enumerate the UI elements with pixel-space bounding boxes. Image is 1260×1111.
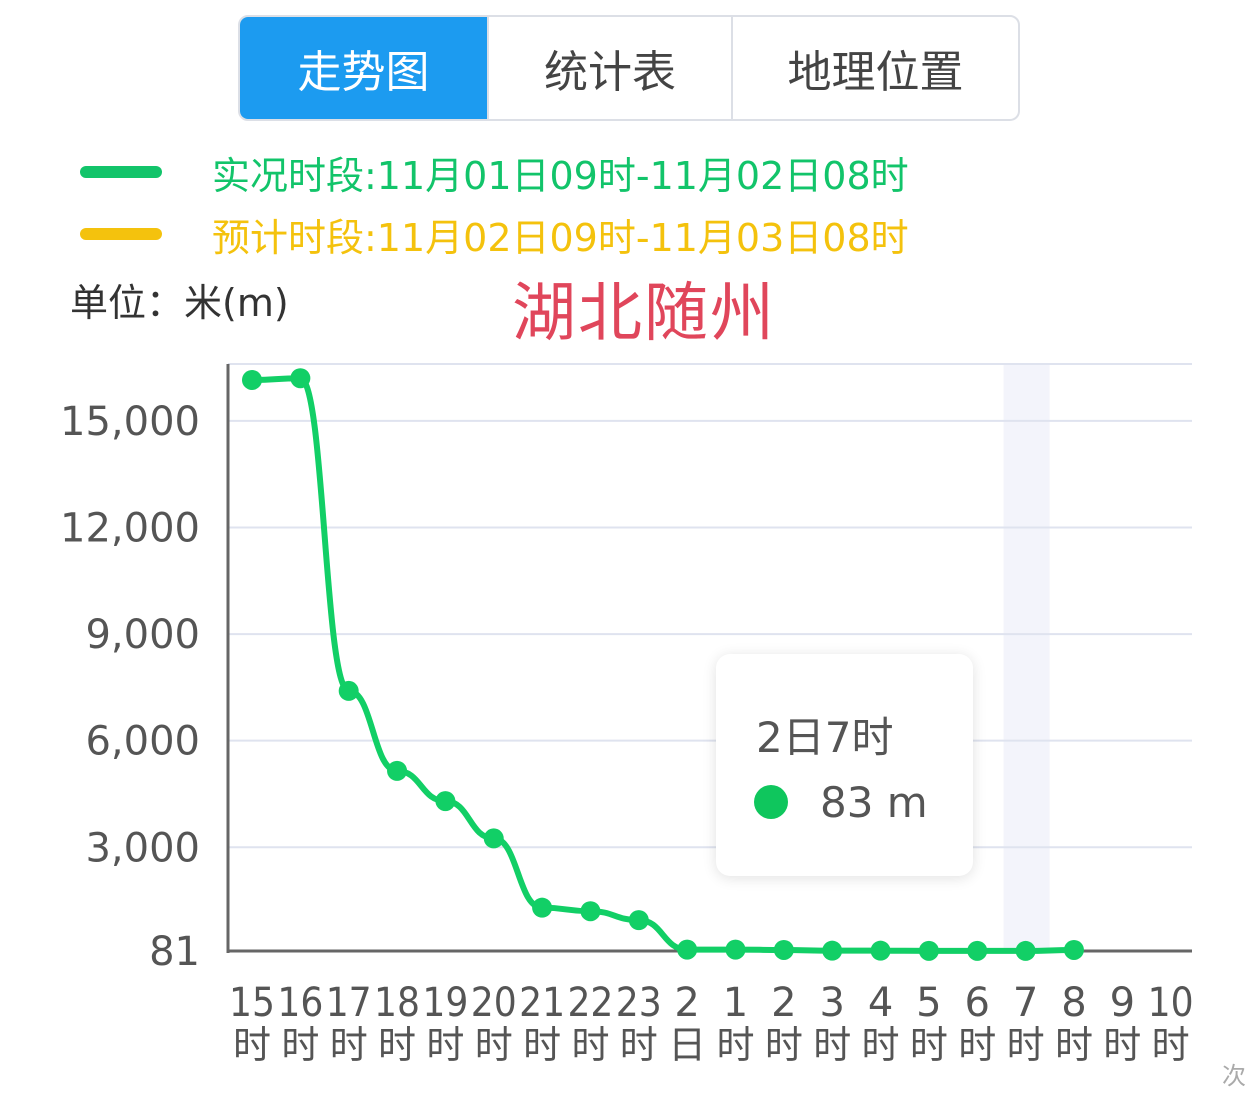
data-point [435, 791, 456, 812]
y-tick-label: 9,000 [85, 612, 200, 658]
x-axis-labels: 15时16时17时18时19时20时21时22时23时2日1时2时3时4时5时6… [229, 980, 1194, 1067]
legend-swatch-forecast [80, 228, 162, 240]
legend-item-forecast: 预计时段:11月02日09时-11月03日08时 [80, 209, 909, 260]
legend-swatch-actual [80, 166, 162, 178]
x-tick-label-unit: 时 [1007, 1023, 1045, 1067]
legend-label-actual: 实况时段:11月01日09时-11月02日08时 [212, 153, 909, 198]
legend-label-forecast: 预计时段:11月02日09时-11月03日08时 [212, 215, 909, 260]
tab-bar: 走势图 统计表 地理位置 [238, 15, 1020, 121]
x-tick-label-unit: 时 [813, 1023, 851, 1067]
corner-text: 次 [1222, 1062, 1246, 1090]
data-point [1015, 940, 1036, 961]
legend-item-actual: 实况时段:11月01日09时-11月02日08时 [80, 147, 909, 198]
x-tick-label-unit: 时 [862, 1023, 900, 1067]
x-tick-label-unit: 日 [668, 1023, 706, 1067]
x-tick-label-unit: 时 [620, 1023, 658, 1067]
x-tick-label: 18 [374, 980, 420, 1026]
x-tick-label-unit: 时 [765, 1023, 803, 1067]
y-tick-label: 15,000 [60, 399, 200, 445]
overlay-title: 湖北随州 [512, 277, 776, 351]
x-tick-label-unit: 时 [1055, 1023, 1093, 1067]
x-tick-label: 16 [277, 980, 323, 1026]
x-tick-label: 2 [674, 980, 699, 1026]
tooltip-title: 2日7时 [756, 713, 894, 762]
x-tick-label: 10 [1148, 980, 1194, 1026]
data-point [725, 939, 746, 960]
data-point [338, 680, 359, 701]
x-tick-label: 15 [229, 980, 275, 1026]
data-point [483, 828, 504, 849]
x-tick-label: 5 [916, 980, 941, 1026]
x-tick-label-unit: 时 [716, 1023, 754, 1067]
data-point [918, 940, 939, 961]
x-tick-label: 23 [616, 980, 662, 1026]
x-tick-label: 2 [771, 980, 796, 1026]
y-tick-label: 12,000 [60, 505, 200, 551]
x-tick-label-unit: 时 [1152, 1023, 1190, 1067]
data-point [387, 760, 408, 781]
data-point [580, 901, 601, 922]
x-tick-label-unit: 时 [330, 1023, 368, 1067]
x-tick-label: 1 [723, 980, 748, 1026]
x-tick-label-unit: 时 [523, 1023, 561, 1067]
x-tick-label: 22 [567, 980, 613, 1026]
x-tick-label-unit: 时 [426, 1023, 464, 1067]
x-tick-label: 7 [1013, 980, 1038, 1026]
x-tick-label: 21 [519, 980, 565, 1026]
tooltip-value: 83 m [820, 778, 928, 827]
y-tick-label: 3,000 [85, 825, 200, 871]
data-point [870, 940, 891, 961]
data-point [1063, 939, 1084, 960]
grid-lines [228, 363, 1192, 849]
x-tick-label-unit: 时 [571, 1023, 609, 1067]
data-points [242, 368, 1084, 961]
data-point [628, 910, 649, 931]
tooltip-dot [754, 785, 788, 819]
tab-statistics[interactable]: 统计表 [487, 17, 731, 119]
tab-location[interactable]: 地理位置 [731, 17, 1018, 119]
data-point [822, 940, 843, 961]
data-point [677, 939, 698, 960]
x-tick-label: 8 [1061, 980, 1086, 1026]
data-point [773, 939, 794, 960]
x-tick-label-unit: 时 [233, 1023, 271, 1067]
x-tick-label-unit: 时 [910, 1023, 948, 1067]
x-tick-label: 6 [965, 980, 990, 1026]
tab-trend[interactable]: 走势图 [240, 17, 487, 119]
y-tick-label: 6,000 [85, 719, 200, 765]
data-point [532, 897, 553, 918]
y-axis-labels: 81 3,000 6,000 9,000 12,000 15,000 [60, 399, 200, 975]
x-tick-label-unit: 时 [1103, 1023, 1141, 1067]
tooltip: 2日7时 83 m [716, 654, 973, 876]
data-point [967, 940, 988, 961]
x-tick-label: 4 [868, 980, 893, 1026]
x-tick-label-unit: 时 [958, 1023, 996, 1067]
x-tick-label-unit: 时 [475, 1023, 513, 1067]
x-tick-label: 3 [819, 980, 844, 1026]
x-tick-label: 19 [422, 980, 468, 1026]
unit-label: 单位：米(m) [70, 281, 289, 325]
highlight-band [1003, 364, 1050, 951]
x-tick-label: 9 [1110, 980, 1135, 1026]
y-tick-label: 81 [149, 929, 200, 975]
x-tick-label-unit: 时 [378, 1023, 416, 1067]
x-tick-label: 17 [326, 980, 372, 1026]
x-tick-label: 20 [471, 980, 517, 1026]
data-point [242, 369, 262, 390]
data-point [290, 368, 311, 389]
x-tick-label-unit: 时 [281, 1023, 319, 1067]
